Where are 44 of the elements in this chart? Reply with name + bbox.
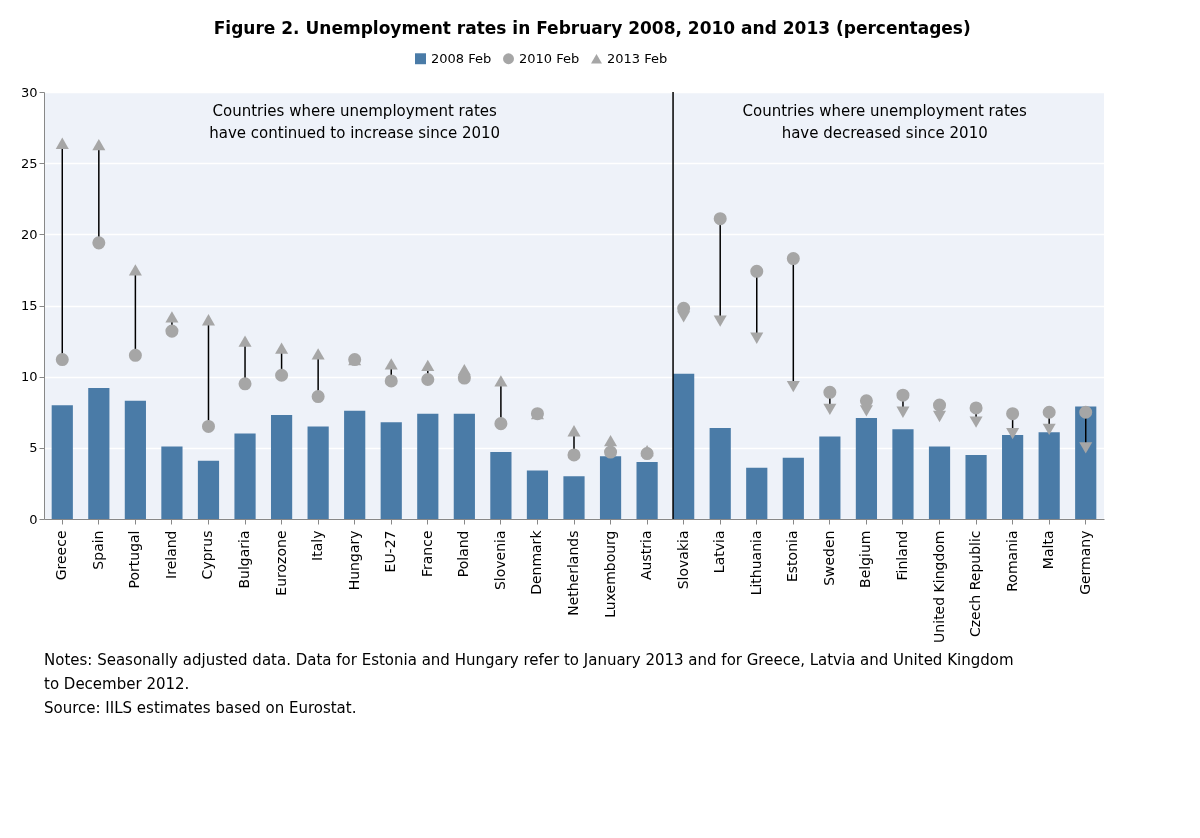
x-tick-label: Slovakia	[674, 530, 691, 590]
annotation: Countries where unemployment rates have continued to increase since 2010	[209, 102, 501, 142]
legend-label: 2008 Feb	[431, 50, 492, 66]
y-tick-label: 15	[20, 298, 38, 313]
chart-title: Figure 2. Unemployment rates in February 2008, 2010 and 2013 (percentages)	[213, 18, 971, 38]
x-tick-label: Sweden	[820, 530, 837, 586]
x-tick-label: Portugal	[126, 530, 143, 589]
x-tick-label: Czech Republic	[967, 530, 984, 638]
y-tick-label: 5	[29, 440, 38, 456]
x-tick-label: Latvia	[711, 530, 728, 574]
x-tick-label: EU-27	[382, 530, 399, 573]
y-tick-label: 25	[20, 155, 38, 171]
x-tick-label: Poland	[455, 530, 472, 578]
x-tick-label: Spain	[89, 530, 106, 570]
x-tick-label: Italy	[309, 530, 326, 561]
x-tick-label: Bulgaria	[236, 530, 253, 589]
x-tick-label: Eurozone	[272, 530, 289, 596]
x-tick-label: Hungary	[345, 530, 362, 591]
x-tick-label: Ireland	[162, 530, 179, 579]
x-tick-label: Finland	[893, 530, 910, 581]
x-tick-label: Estonia	[784, 530, 801, 583]
x-tick-label: Germany	[1076, 530, 1093, 595]
x-tick-label: France	[418, 530, 435, 578]
legend-label: 2010 Feb	[519, 50, 580, 66]
x-tick-label: Belgium	[857, 530, 874, 588]
x-tick-label: Greece	[53, 530, 70, 581]
legend-label: 2013 Feb	[607, 50, 668, 66]
x-tick-label: Romania	[1003, 530, 1020, 592]
y-tick-label: 10	[20, 369, 38, 385]
annotation: Countries where unemployment rates have decreased since 2010	[742, 102, 1028, 142]
y-tick-label: 30	[20, 84, 38, 100]
x-tick-label: Denmark	[528, 529, 545, 595]
source-note: Source: IILS estimates based on Eurostat.	[44, 699, 357, 717]
text: Notes: Seasonally adjusted data. Data for Estonia and Hungary refer to January 2013 and for Greece, Latvia and United Kingdom to December 2012.	[44, 651, 1014, 693]
x-tick-label: Luxembourg	[601, 530, 618, 618]
x-tick-label: Slovenia	[491, 530, 508, 591]
x-tick-label: United Kingdom	[930, 530, 947, 643]
x-tick-label: Lithuania	[747, 530, 764, 596]
y-tick-label: 0	[29, 511, 38, 527]
x-tick-label: Cyprus	[199, 530, 216, 580]
x-tick-label: Austria	[638, 530, 655, 580]
y-tick-label: 20	[20, 226, 38, 242]
x-tick-label: Netherlands	[565, 530, 581, 616]
x-tick-label: Malta	[1040, 530, 1057, 570]
